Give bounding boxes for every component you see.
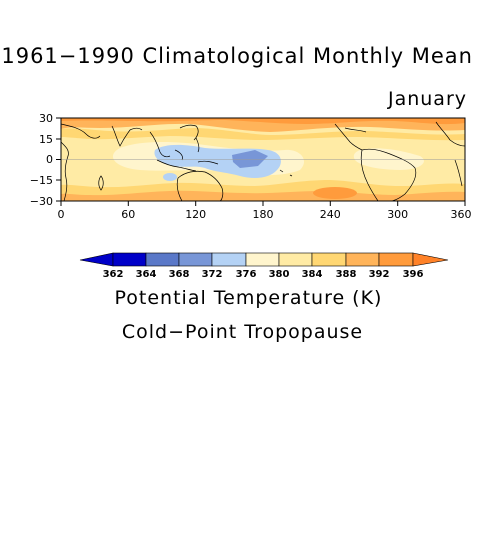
coast-australia-west [176, 177, 183, 201]
colorbar-level-label: 364 [136, 269, 157, 280]
coast-arabia [61, 123, 101, 139]
colorbar-max-arrow [412, 252, 449, 267]
field-south-dark-patch [313, 187, 357, 199]
colorbar-segment [112, 252, 147, 267]
coast-caribbean [344, 127, 367, 133]
month-label: January [387, 88, 467, 110]
field-north-band-dark [61, 118, 465, 125]
coast-indonesia [156, 159, 197, 172]
coast-west-africa [435, 121, 465, 147]
lat-tick-label: 30 [39, 112, 53, 125]
colorbar-segment [278, 252, 313, 267]
coast-india [111, 125, 143, 147]
lat-axis: 30 15 0 −15 −30 [30, 112, 61, 208]
colorbar-segment [211, 252, 247, 267]
colorbar-level-label: 392 [369, 269, 390, 280]
lon-tick-label: 60 [121, 208, 135, 221]
colorbar-segment [311, 252, 347, 267]
colorbar-segment [245, 252, 280, 267]
colorbar-level-label: 384 [302, 269, 323, 280]
coast-philippines [195, 137, 200, 153]
coast-new-guinea [197, 160, 219, 165]
colorbar-segment [145, 252, 180, 267]
lon-axis: 0 60 120 180 240 300 360 [58, 201, 472, 221]
coast-pacific-islands [279, 169, 293, 177]
lon-tick-label: 0 [58, 208, 65, 221]
field-light-blue-small [163, 173, 177, 181]
coast-china [179, 124, 199, 141]
level-label: Cold−Point Tropopause [121, 321, 364, 343]
field-north-gold [61, 128, 465, 141]
lon-tick-label: 360 [451, 208, 472, 221]
colorbar-level-label: 380 [269, 269, 290, 280]
colorbar-level-label: 396 [403, 269, 424, 280]
coast-africa [61, 141, 69, 201]
quantity-label: Potential Temperature (K) [114, 287, 383, 309]
figure-title: 1961−1990 Climatological Monthly Mean [1, 44, 473, 68]
coastlines [61, 121, 465, 201]
lon-tick-label: 300 [387, 208, 408, 221]
lon-tick-label: 120 [185, 208, 206, 221]
temperature-field [61, 118, 465, 201]
colorbar-segment [178, 252, 213, 267]
colorbar-level-label: 388 [336, 269, 357, 280]
coast-madagascar [98, 175, 104, 191]
lat-tick-label: −30 [30, 195, 53, 208]
field-south-orange [61, 190, 465, 201]
colorbar: 362 364 368 372 376 380 384 388 392 396 [79, 252, 449, 280]
colorbar-level-label: 376 [236, 269, 257, 280]
colorbar-level-label: 372 [202, 269, 223, 280]
lat-tick-label: 15 [39, 133, 53, 146]
colorbar-level-label: 362 [103, 269, 124, 280]
coast-central-america [334, 123, 363, 151]
field-blue-core [232, 150, 268, 168]
lon-tick-label: 240 [320, 208, 341, 221]
coast-australia [177, 170, 224, 201]
colorbar-level-label: 368 [169, 269, 190, 280]
colorbar-segment [378, 252, 414, 267]
field-north-band [61, 118, 465, 132]
coast-south-america-east [361, 148, 417, 201]
lat-tick-label: −15 [30, 174, 53, 187]
coast-borneo [174, 149, 183, 161]
lat-tick-label: 0 [46, 153, 53, 166]
field-cream-atlantic [353, 148, 424, 170]
colorbar-segment [345, 252, 380, 267]
coast-southwest-africa [454, 159, 463, 187]
colorbar-min-arrow [79, 252, 114, 267]
coast-indochina [149, 131, 171, 158]
lon-tick-label: 180 [253, 208, 274, 221]
